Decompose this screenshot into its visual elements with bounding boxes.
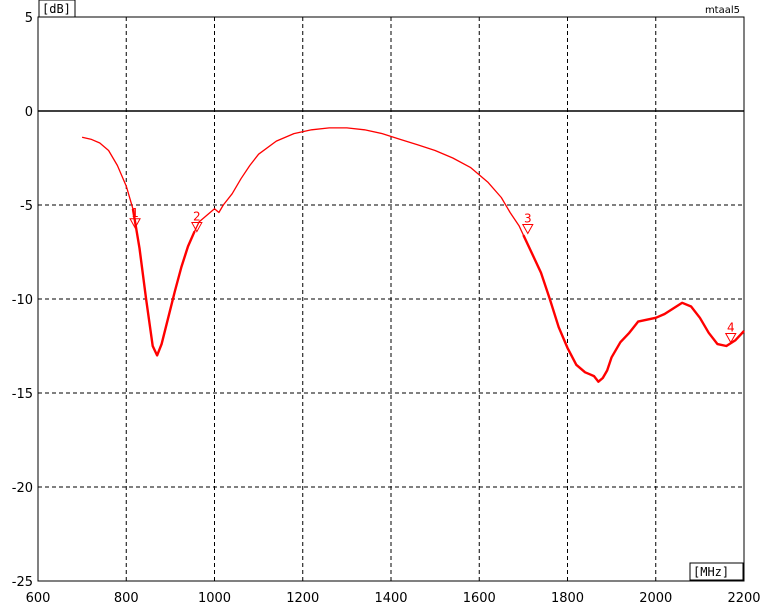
marker-triangle-icon [521, 223, 534, 235]
y-tick-labels: 5 0 -5 -10 -15 -20 -25 [12, 11, 33, 590]
marker-2: 2 [191, 210, 203, 233]
y-tick-label: -25 [12, 575, 33, 590]
x-tick-label: 600 [26, 591, 51, 606]
marker-label: 1 [131, 206, 139, 220]
x-tick-label: 1200 [286, 591, 319, 606]
markers: 1 2 3 4 [129, 206, 737, 344]
marker-triangle-icon [191, 222, 203, 233]
marker-triangle-icon [724, 332, 737, 344]
x-tick-label: 2200 [727, 591, 760, 606]
grid [38, 17, 744, 581]
corner-label: mtaal5 [705, 5, 740, 16]
marker-1: 1 [129, 206, 141, 229]
y-tick-label: -15 [12, 387, 33, 402]
y-tick-label: 0 [25, 105, 33, 120]
marker-label: 3 [524, 211, 532, 225]
marker-label: 4 [727, 320, 735, 334]
x-tick-label: 2000 [639, 591, 672, 606]
plot-frame [37, 16, 745, 582]
x-tick-label: 1000 [198, 591, 231, 606]
x-tick-labels: 600 800 1000 1200 1400 1600 1800 2000 2200 [26, 591, 761, 606]
x-tick-label: 800 [114, 591, 139, 606]
x-tick-label: 1600 [463, 591, 496, 606]
x-tick-label: 1400 [374, 591, 407, 606]
xlabel: [MHz] [693, 565, 729, 579]
marker-label: 2 [193, 210, 201, 224]
ylabel-box [38, 0, 76, 18]
marker-triangle-icon [129, 218, 141, 229]
marker-4: 4 [724, 320, 737, 344]
y-tick-label: 5 [25, 11, 33, 26]
ylabel: [dB] [42, 2, 71, 16]
y-tick-label: -20 [12, 481, 33, 496]
marker-3: 3 [521, 211, 534, 235]
xlabel-box [689, 562, 744, 581]
series-line [81, 127, 745, 383]
series-line-dip-segments [131, 208, 745, 383]
y-tick-label: -5 [20, 199, 33, 214]
y-tick-label: -10 [12, 293, 33, 308]
x-tick-label: 1800 [551, 591, 584, 606]
